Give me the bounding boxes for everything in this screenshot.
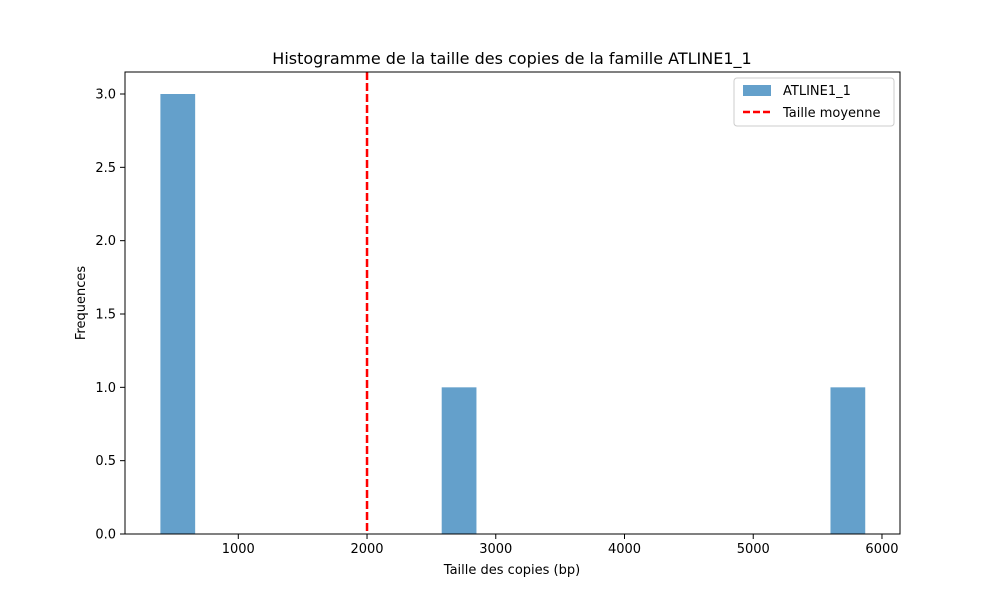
- legend-patch-atline1-1: [743, 85, 771, 96]
- histogram-bar-2: [441, 387, 477, 534]
- legend-box: [733, 77, 895, 127]
- x-tick-label: 2000: [350, 542, 383, 557]
- y-tick-label: 1.5: [95, 308, 116, 323]
- y-tick-label: 3.0: [95, 88, 116, 103]
- y-tick-label: 0.0: [95, 528, 116, 543]
- x-axis-label: Taille des copies (bp): [443, 563, 580, 578]
- bars-layer: [160, 94, 866, 534]
- x-tick-label: 4000: [608, 542, 641, 557]
- histogram-bar-3: [830, 387, 866, 534]
- y-tick-label: 1.0: [95, 381, 116, 396]
- x-tick-label: 1000: [222, 542, 255, 557]
- x-tick-label: 5000: [737, 542, 770, 557]
- plot-frame: [124, 71, 901, 535]
- x-axis-ticks: 1000 2000 3000 4000 5000 6000: [222, 534, 899, 557]
- legend: ATLINE1_1 Taille moyenne: [733, 77, 895, 127]
- y-axis-ticks: 0.0 0.5 1.0 1.5 2.0 2.5 3.0: [95, 88, 125, 543]
- chart-title: Histogramme de la taille des copies de l…: [272, 49, 751, 69]
- y-tick-label: 2.5: [95, 161, 116, 176]
- y-tick-label: 2.0: [95, 234, 116, 249]
- x-tick-label: 6000: [865, 542, 898, 557]
- x-tick-label: 3000: [479, 542, 512, 557]
- y-tick-label: 0.5: [95, 454, 116, 469]
- histogram-bar-1: [160, 94, 196, 534]
- legend-label-atline1-1: ATLINE1_1: [783, 84, 851, 99]
- legend-label-taille-moyenne: Taille moyenne: [782, 106, 881, 121]
- y-axis-label: Frequences: [74, 266, 89, 340]
